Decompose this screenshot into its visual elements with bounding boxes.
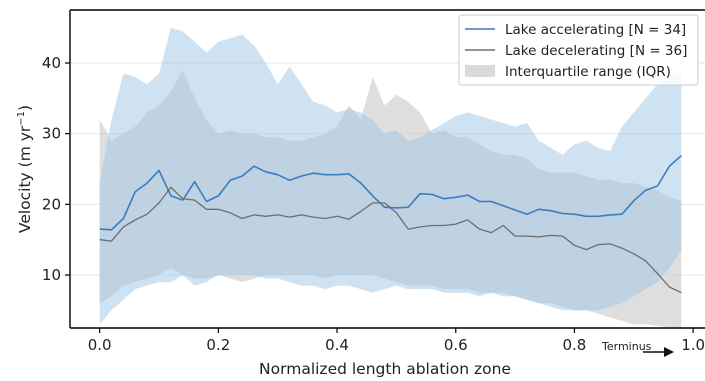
legend-label: Lake accelerating [N = 34]: [505, 22, 686, 38]
legend-swatch-patch: [465, 65, 495, 77]
decelerating-median-line: [99, 186, 682, 294]
terminus-annotation: Terminus: [601, 340, 674, 357]
median-lines: [99, 155, 682, 294]
x-axis-label: Normalized length ablation zone: [259, 360, 511, 378]
ticks: 0.0 0.2 0.4 0.6 0.8 1.0 10 20 30 40: [42, 54, 705, 354]
terminus-arrow-head: [664, 347, 674, 357]
legend-box: [458, 14, 699, 86]
accelerating-iqr-band: [99, 27, 682, 325]
x-tick-label: 0.2: [206, 336, 230, 354]
y-axis-label: Velocity (m yr−1): [16, 105, 34, 233]
y-tick-label: 20: [42, 195, 61, 213]
x-tick-label: 0.8: [563, 336, 587, 354]
terminus-label: Terminus: [601, 340, 652, 353]
x-tick-label: 0.6: [444, 336, 468, 354]
x-tick-label: 1.0: [681, 336, 705, 354]
legend-label: Lake decelerating [N = 36]: [505, 43, 687, 59]
legend-label: Interquartile range (IQR): [505, 64, 671, 80]
x-tick-label: 0.0: [88, 336, 112, 354]
y-tick-label: 30: [42, 125, 61, 143]
legend: Lake accelerating [N = 34] Lake decelerat…: [458, 14, 699, 86]
iqr-bands: [99, 27, 682, 328]
y-tick-label: 10: [42, 266, 61, 284]
y-tick-label: 40: [42, 54, 61, 72]
x-tick-label: 0.4: [325, 336, 349, 354]
